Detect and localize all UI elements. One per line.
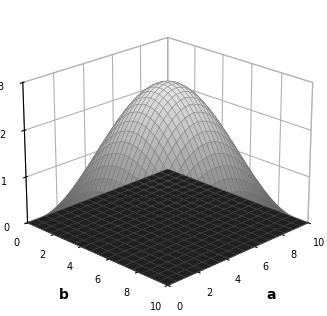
Y-axis label: b: b: [59, 288, 69, 301]
X-axis label: a: a: [267, 288, 276, 301]
